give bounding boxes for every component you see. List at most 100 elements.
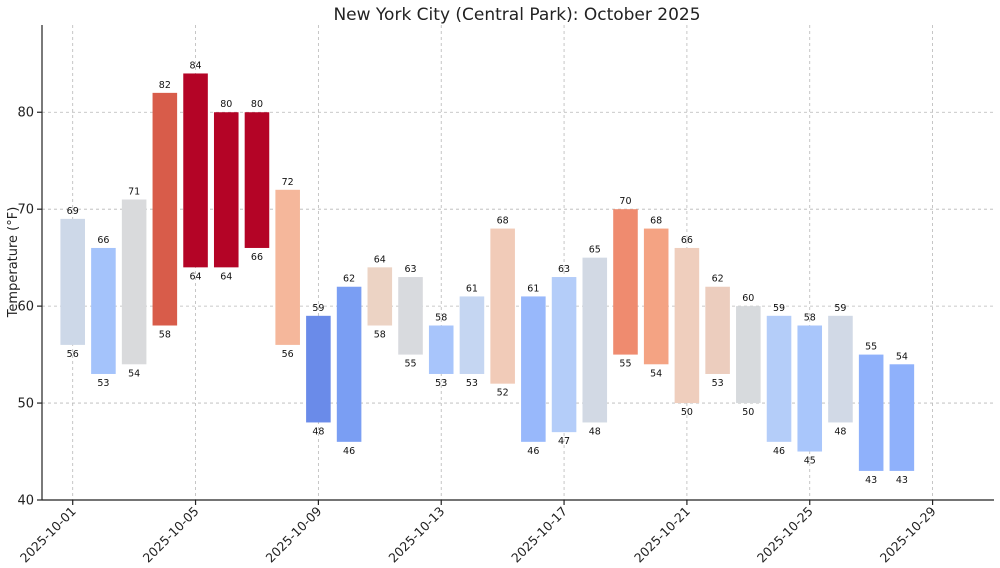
x-tick-label: 2025-10-05 (140, 504, 202, 566)
high-label: 62 (343, 274, 355, 285)
high-label: 80 (251, 99, 263, 110)
temperature-bar (152, 92, 178, 326)
low-label: 54 (650, 368, 662, 379)
high-label: 61 (527, 283, 539, 294)
temperature-bar (582, 257, 608, 423)
high-label: 59 (312, 303, 324, 314)
low-label: 64 (190, 271, 202, 282)
x-tick-label: 2025-10-21 (631, 504, 693, 566)
high-label: 63 (558, 264, 570, 275)
high-label: 58 (804, 313, 816, 324)
low-label: 58 (374, 330, 386, 341)
x-tick-label: 2025-10-13 (385, 504, 447, 566)
high-label: 69 (67, 206, 79, 217)
x-ticks: 2025-10-01 2025-10-05 2025-10-09 2025-10-13… (17, 500, 939, 565)
low-label: 43 (865, 475, 877, 486)
bars-layer (60, 73, 915, 471)
high-label: 80 (220, 99, 232, 110)
temperature-bar (213, 112, 239, 268)
x-tick-label: 2025-10-01 (17, 504, 79, 566)
high-label: 55 (865, 342, 877, 353)
low-label: 45 (804, 456, 816, 467)
x-tick-label: 2025-10-09 (263, 503, 325, 565)
low-label: 47 (558, 436, 570, 447)
temperature-bar (551, 277, 577, 433)
temperature-bar (521, 296, 546, 442)
low-label: 58 (159, 330, 171, 341)
chart-title: New York City (Central Park): October 20… (333, 5, 700, 25)
temperature-bar (428, 325, 454, 374)
high-label: 70 (619, 196, 631, 207)
y-tick-label: 70 (17, 203, 34, 218)
high-label: 63 (404, 264, 416, 275)
low-label: 43 (896, 475, 908, 486)
high-label: 58 (435, 313, 447, 324)
x-tick-label: 2025-10-25 (754, 504, 816, 566)
low-label: 46 (343, 446, 355, 457)
low-label: 53 (435, 378, 447, 389)
low-label: 52 (497, 388, 509, 399)
high-label: 66 (97, 235, 109, 246)
temperature-bar (889, 364, 915, 471)
low-label: 50 (742, 407, 754, 418)
low-label: 55 (619, 359, 631, 370)
low-label: 66 (251, 252, 263, 263)
low-label: 53 (712, 378, 724, 389)
low-label: 48 (834, 426, 846, 437)
low-label: 54 (128, 368, 140, 379)
temperature-bar (91, 247, 116, 374)
temperature-bar (183, 73, 208, 268)
y-ticks: 40 50 60 70 80 (17, 106, 42, 509)
temperature-bar (121, 199, 147, 365)
low-label: 48 (589, 426, 601, 437)
high-label: 64 (374, 254, 386, 265)
high-label: 60 (742, 293, 754, 304)
high-label: 72 (282, 177, 294, 188)
temperature-bar (613, 209, 638, 355)
temperature-bar (828, 315, 853, 423)
temperature-bar (398, 277, 423, 355)
temperature-bar (490, 228, 515, 384)
data-labels-layer: 69 56 66 53 71 54 82 58 84 64 80 64 80 66 72 56 59 48 62 46… (67, 60, 908, 485)
low-label: 64 (220, 271, 232, 282)
temperature-bar (797, 325, 823, 452)
temperature-bar (858, 354, 884, 471)
temperature-bar (306, 315, 331, 423)
y-tick-label: 40 (17, 494, 34, 509)
high-label: 61 (466, 283, 478, 294)
low-label: 53 (466, 378, 478, 389)
high-label: 68 (650, 216, 662, 227)
temperature-bar (336, 286, 362, 442)
low-label: 48 (312, 426, 324, 437)
low-label: 50 (681, 407, 693, 418)
low-label: 53 (97, 378, 109, 389)
low-label: 56 (282, 349, 294, 360)
y-tick-label: 50 (17, 397, 34, 412)
high-label: 54 (896, 351, 908, 362)
temperature-bar (367, 267, 393, 326)
high-label: 66 (681, 235, 693, 246)
high-label: 65 (589, 245, 601, 256)
high-label: 68 (497, 216, 509, 227)
x-tick-label: 2025-10-17 (508, 504, 570, 566)
x-tick-label: 2025-10-29 (877, 503, 939, 565)
temperature-bar (60, 218, 85, 345)
low-label: 46 (527, 446, 539, 457)
temperature-bar (674, 247, 700, 404)
high-label: 82 (159, 80, 171, 91)
y-tick-label: 60 (17, 300, 34, 315)
high-label: 84 (190, 60, 202, 71)
temperature-bar (244, 112, 270, 248)
low-label: 56 (67, 349, 79, 360)
axes-layer (41, 25, 994, 501)
temperature-bar (766, 315, 792, 442)
high-label: 71 (128, 186, 140, 197)
high-label: 59 (773, 303, 785, 314)
high-label: 59 (834, 303, 846, 314)
low-label: 55 (404, 359, 416, 370)
high-label: 62 (712, 274, 724, 285)
temperature-bar (705, 286, 730, 374)
temperature-bar (736, 306, 761, 404)
low-label: 46 (773, 446, 785, 457)
